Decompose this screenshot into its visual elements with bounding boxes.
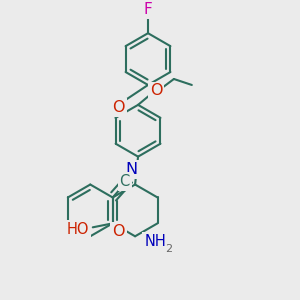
Text: NH: NH [144, 234, 166, 249]
Text: 2: 2 [165, 244, 172, 254]
Text: HO: HO [67, 222, 89, 237]
Text: O: O [112, 224, 125, 239]
Text: O: O [150, 83, 162, 98]
Text: C: C [119, 174, 130, 189]
Text: O: O [112, 100, 125, 116]
Text: F: F [144, 2, 152, 17]
Text: N: N [125, 162, 138, 177]
